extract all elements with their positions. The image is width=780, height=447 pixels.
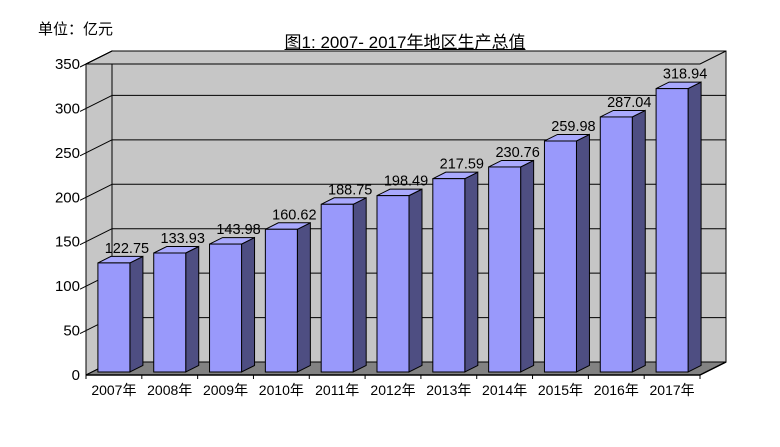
bar bbox=[209, 243, 243, 373]
y-tick-label: 50 bbox=[63, 323, 80, 340]
y-tick-label: 200 bbox=[55, 189, 80, 206]
bar-side-face bbox=[129, 255, 144, 373]
bar-data-label: 122.75 bbox=[105, 241, 149, 257]
bar bbox=[153, 252, 187, 373]
x-tick-label: 2012年 bbox=[370, 382, 415, 398]
bar-data-label: 188.75 bbox=[328, 182, 372, 198]
bar-data-label: 259.98 bbox=[551, 119, 595, 135]
bar-side-face bbox=[241, 236, 256, 373]
x-tick-label: 2013年 bbox=[426, 382, 471, 398]
bar-side-face bbox=[464, 171, 479, 373]
bar bbox=[488, 166, 522, 373]
category-axis-depth-line bbox=[699, 361, 727, 376]
bar-data-label: 133.93 bbox=[161, 231, 205, 247]
bar-data-label: 217.59 bbox=[440, 157, 484, 173]
x-tick-label: 2008年 bbox=[147, 382, 192, 398]
bar bbox=[376, 195, 410, 373]
bar-side-face bbox=[408, 188, 423, 373]
x-tick-label: 2007年 bbox=[91, 382, 136, 398]
x-tick-label: 2017年 bbox=[650, 382, 695, 398]
x-tick-label: 2010年 bbox=[259, 382, 304, 398]
bar-side-face bbox=[296, 221, 311, 373]
bar bbox=[543, 140, 577, 373]
y-tick-label: 150 bbox=[55, 234, 80, 251]
bar-data-label: 160.62 bbox=[272, 207, 316, 223]
bar bbox=[320, 203, 354, 373]
unit-label: 单位：亿元 bbox=[38, 21, 114, 38]
bar-side-face bbox=[575, 133, 590, 373]
value-axis-tick bbox=[79, 94, 113, 112]
bar-side-face bbox=[352, 196, 367, 373]
bar-data-label: 318.94 bbox=[663, 67, 707, 83]
bar bbox=[655, 88, 689, 373]
value-axis-tick bbox=[79, 228, 113, 246]
bar-side-face bbox=[687, 81, 702, 373]
chart-title: 图1: 2007- 2017年地区生产总值 bbox=[284, 33, 526, 52]
y-tick-label: 250 bbox=[55, 145, 80, 162]
bar-side-face bbox=[185, 245, 200, 373]
bar bbox=[432, 178, 466, 373]
x-tick-label: 2015年 bbox=[538, 382, 583, 398]
value-axis-tick bbox=[79, 139, 113, 157]
y-tick-label: 0 bbox=[72, 367, 80, 384]
x-tick-label: 2014年 bbox=[482, 382, 527, 398]
x-tick-label: 2011年 bbox=[315, 382, 359, 398]
x-tick-label: 2009年 bbox=[203, 382, 248, 398]
bar-data-label: 230.76 bbox=[495, 145, 539, 161]
bar-data-label: 198.49 bbox=[384, 174, 428, 190]
value-axis-tick bbox=[79, 183, 113, 201]
bar-data-label: 287.04 bbox=[607, 95, 651, 111]
bar-side-face bbox=[631, 109, 646, 373]
value-axis-tick bbox=[79, 50, 113, 68]
y-tick-label: 300 bbox=[55, 100, 80, 117]
bar bbox=[97, 262, 131, 373]
x-tick-label: 2016年 bbox=[594, 382, 639, 398]
y-tick-label: 350 bbox=[55, 56, 80, 73]
bar bbox=[599, 116, 633, 373]
bar-data-label: 143.98 bbox=[216, 222, 260, 238]
bar-side-face bbox=[520, 159, 535, 373]
y-tick-label: 100 bbox=[55, 278, 80, 295]
bar bbox=[264, 228, 298, 373]
